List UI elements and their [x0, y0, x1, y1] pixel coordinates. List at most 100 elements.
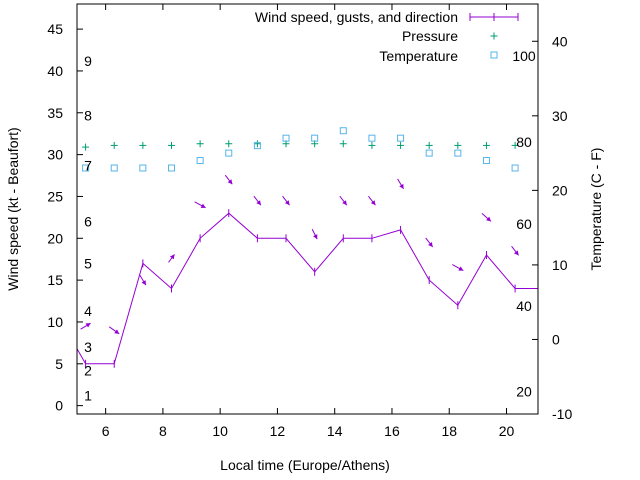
- temperature-point: [196, 157, 204, 165]
- temperature-point: [139, 164, 147, 172]
- pressure-point: [167, 141, 175, 149]
- temperature-point: [454, 149, 462, 157]
- x-tick-label: 6: [102, 423, 110, 439]
- temperature-point: [425, 149, 433, 157]
- y-tick-label: 30: [47, 147, 63, 163]
- temperature-point: [368, 134, 376, 142]
- arrow-head: [256, 200, 261, 206]
- pressure-point: [339, 140, 347, 148]
- beaufort-label: 3: [84, 339, 92, 355]
- pressure-point: [482, 141, 490, 149]
- arrow-head: [313, 234, 318, 240]
- arrow-head: [200, 203, 206, 208]
- wind-direction-arrow: [368, 195, 376, 206]
- arrow-head: [428, 242, 433, 247]
- x-tick-label: 20: [499, 423, 515, 439]
- arrow-head: [458, 266, 464, 271]
- fahrenheit-label: 60: [516, 216, 532, 232]
- legend-label-temperature: Temperature: [379, 48, 458, 64]
- fahrenheit-label: 20: [516, 384, 532, 400]
- beaufort-label: 5: [84, 255, 92, 271]
- legend-label-pressure: Pressure: [402, 28, 458, 44]
- y2-tick-label: 10: [552, 257, 568, 273]
- temperature-point: [482, 157, 490, 165]
- y-tick-label: 10: [47, 314, 63, 330]
- wind-direction-arrow: [339, 195, 348, 206]
- arrow-head: [114, 329, 120, 334]
- pressure-point: [368, 141, 376, 149]
- fahrenheit-label: 80: [516, 134, 532, 150]
- x-tick-label: 16: [384, 423, 400, 439]
- temperature-point: [110, 164, 118, 172]
- y-tick-label: 15: [47, 272, 63, 288]
- arrow-head: [370, 200, 376, 206]
- y2-tick-label: 30: [552, 108, 568, 124]
- pressure-point: [110, 141, 118, 149]
- pressure-point: [253, 140, 261, 148]
- x-tick-label: 18: [441, 423, 457, 439]
- wind-direction-arrow: [282, 195, 290, 206]
- fahrenheit-label: 100: [512, 48, 536, 64]
- temperature-point: [253, 142, 261, 150]
- pressure-point: [397, 141, 405, 149]
- arrow-head: [284, 200, 290, 206]
- y2-tick-label: -10: [552, 406, 572, 422]
- plot-area: [77, 127, 538, 368]
- wind-direction-arrow: [108, 326, 120, 335]
- x-tick-label: 8: [159, 423, 167, 439]
- legend-label-wind: Wind speed, gusts, and direction: [255, 9, 458, 25]
- x-tick-label: 14: [327, 423, 343, 439]
- beaufort-label: 2: [84, 362, 92, 378]
- x-tick-label: 10: [212, 423, 228, 439]
- temperature-point: [167, 164, 175, 172]
- wind-direction-arrow: [253, 195, 262, 206]
- wind-direction-arrow: [80, 322, 91, 330]
- wind-direction-arrow: [397, 178, 404, 190]
- legend-sample-temperature: [490, 51, 498, 59]
- temperature-point: [82, 164, 90, 172]
- y-tick-label: 0: [55, 398, 63, 414]
- pressure-point: [511, 141, 519, 149]
- wind-direction-arrow: [425, 237, 434, 248]
- temperature-point: [339, 127, 347, 135]
- beaufort-label: 8: [84, 107, 92, 123]
- wind-direction-arrow: [311, 228, 318, 240]
- beaufort-label: 9: [84, 53, 92, 69]
- arrow-head: [486, 216, 491, 222]
- pressure-point: [82, 143, 90, 151]
- arrow-head: [169, 254, 175, 260]
- y-tick-label: 20: [47, 230, 63, 246]
- pressure-point: [196, 140, 204, 148]
- wind-direction-arrow: [194, 201, 206, 209]
- arrow-head: [514, 250, 519, 256]
- y-tick-label: 45: [47, 21, 63, 37]
- y-tick-label: 25: [47, 188, 63, 204]
- arrow-head: [227, 179, 233, 185]
- pressure-point: [425, 141, 433, 149]
- temperature-point: [225, 149, 233, 157]
- axis-labels: Local time (Europe/Athens) Wind speed (k…: [5, 21, 604, 473]
- temperature-point: [397, 134, 405, 142]
- arrow-head: [342, 200, 347, 206]
- arrow-head: [141, 280, 146, 286]
- pressure-point: [225, 140, 233, 148]
- x-tick-label: 12: [270, 423, 286, 439]
- arrow-head: [399, 183, 404, 189]
- y-axis-title: Wind speed (kt - Beaufort): [5, 127, 21, 290]
- x-axis-title: Local time (Europe/Athens): [220, 457, 390, 473]
- y-tick-label: 5: [55, 356, 63, 372]
- wind-direction-arrow: [139, 274, 147, 286]
- wind-direction-arrow: [452, 264, 464, 272]
- wind-direction-arrow: [481, 212, 492, 222]
- beaufort-label: 1: [84, 388, 92, 404]
- y2-tick-label: 40: [552, 33, 568, 49]
- wind-line: [77, 212, 538, 365]
- y2-axis-title: Temperature (C - F): [588, 148, 604, 271]
- y-tick-label: 35: [47, 105, 63, 121]
- wind-direction-arrow: [224, 174, 233, 185]
- temperature-point: [511, 164, 519, 172]
- beaufort-label: 7: [84, 157, 92, 173]
- temperature-point: [282, 134, 290, 142]
